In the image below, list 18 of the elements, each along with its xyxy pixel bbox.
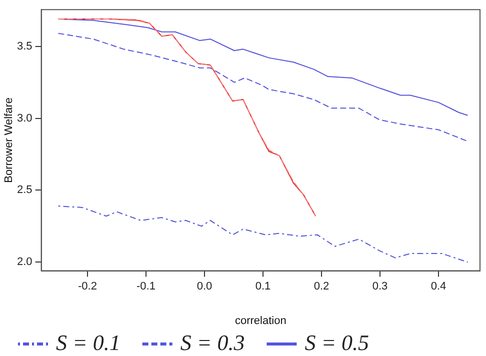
x-tick-label: 0.3: [372, 280, 388, 292]
x-tick-label: 0.1: [255, 280, 271, 292]
x-tick-label: 0.0: [196, 280, 212, 292]
x-tick-label: -0.2: [78, 280, 97, 292]
legend-label: S = 0.1: [56, 330, 120, 355]
y-tick-label: 2.5: [16, 184, 32, 196]
x-tick-label: -0.1: [136, 280, 156, 292]
x-tick-label: 0.4: [430, 280, 446, 292]
legend-label: S = 0.3: [180, 330, 245, 355]
y-tick-label: 2.0: [16, 256, 32, 268]
y-tick-label: 3.5: [16, 40, 32, 52]
legend-label: S = 0.5: [304, 330, 370, 355]
line-series: [58, 32, 468, 142]
y-axis-title: Borrower Welfare: [3, 98, 15, 183]
line-series: [58, 206, 468, 263]
x-tick-label: 0.2: [314, 280, 330, 292]
x-axis-title: correlation: [234, 315, 286, 327]
y-tick-label: 3.0: [16, 112, 32, 124]
